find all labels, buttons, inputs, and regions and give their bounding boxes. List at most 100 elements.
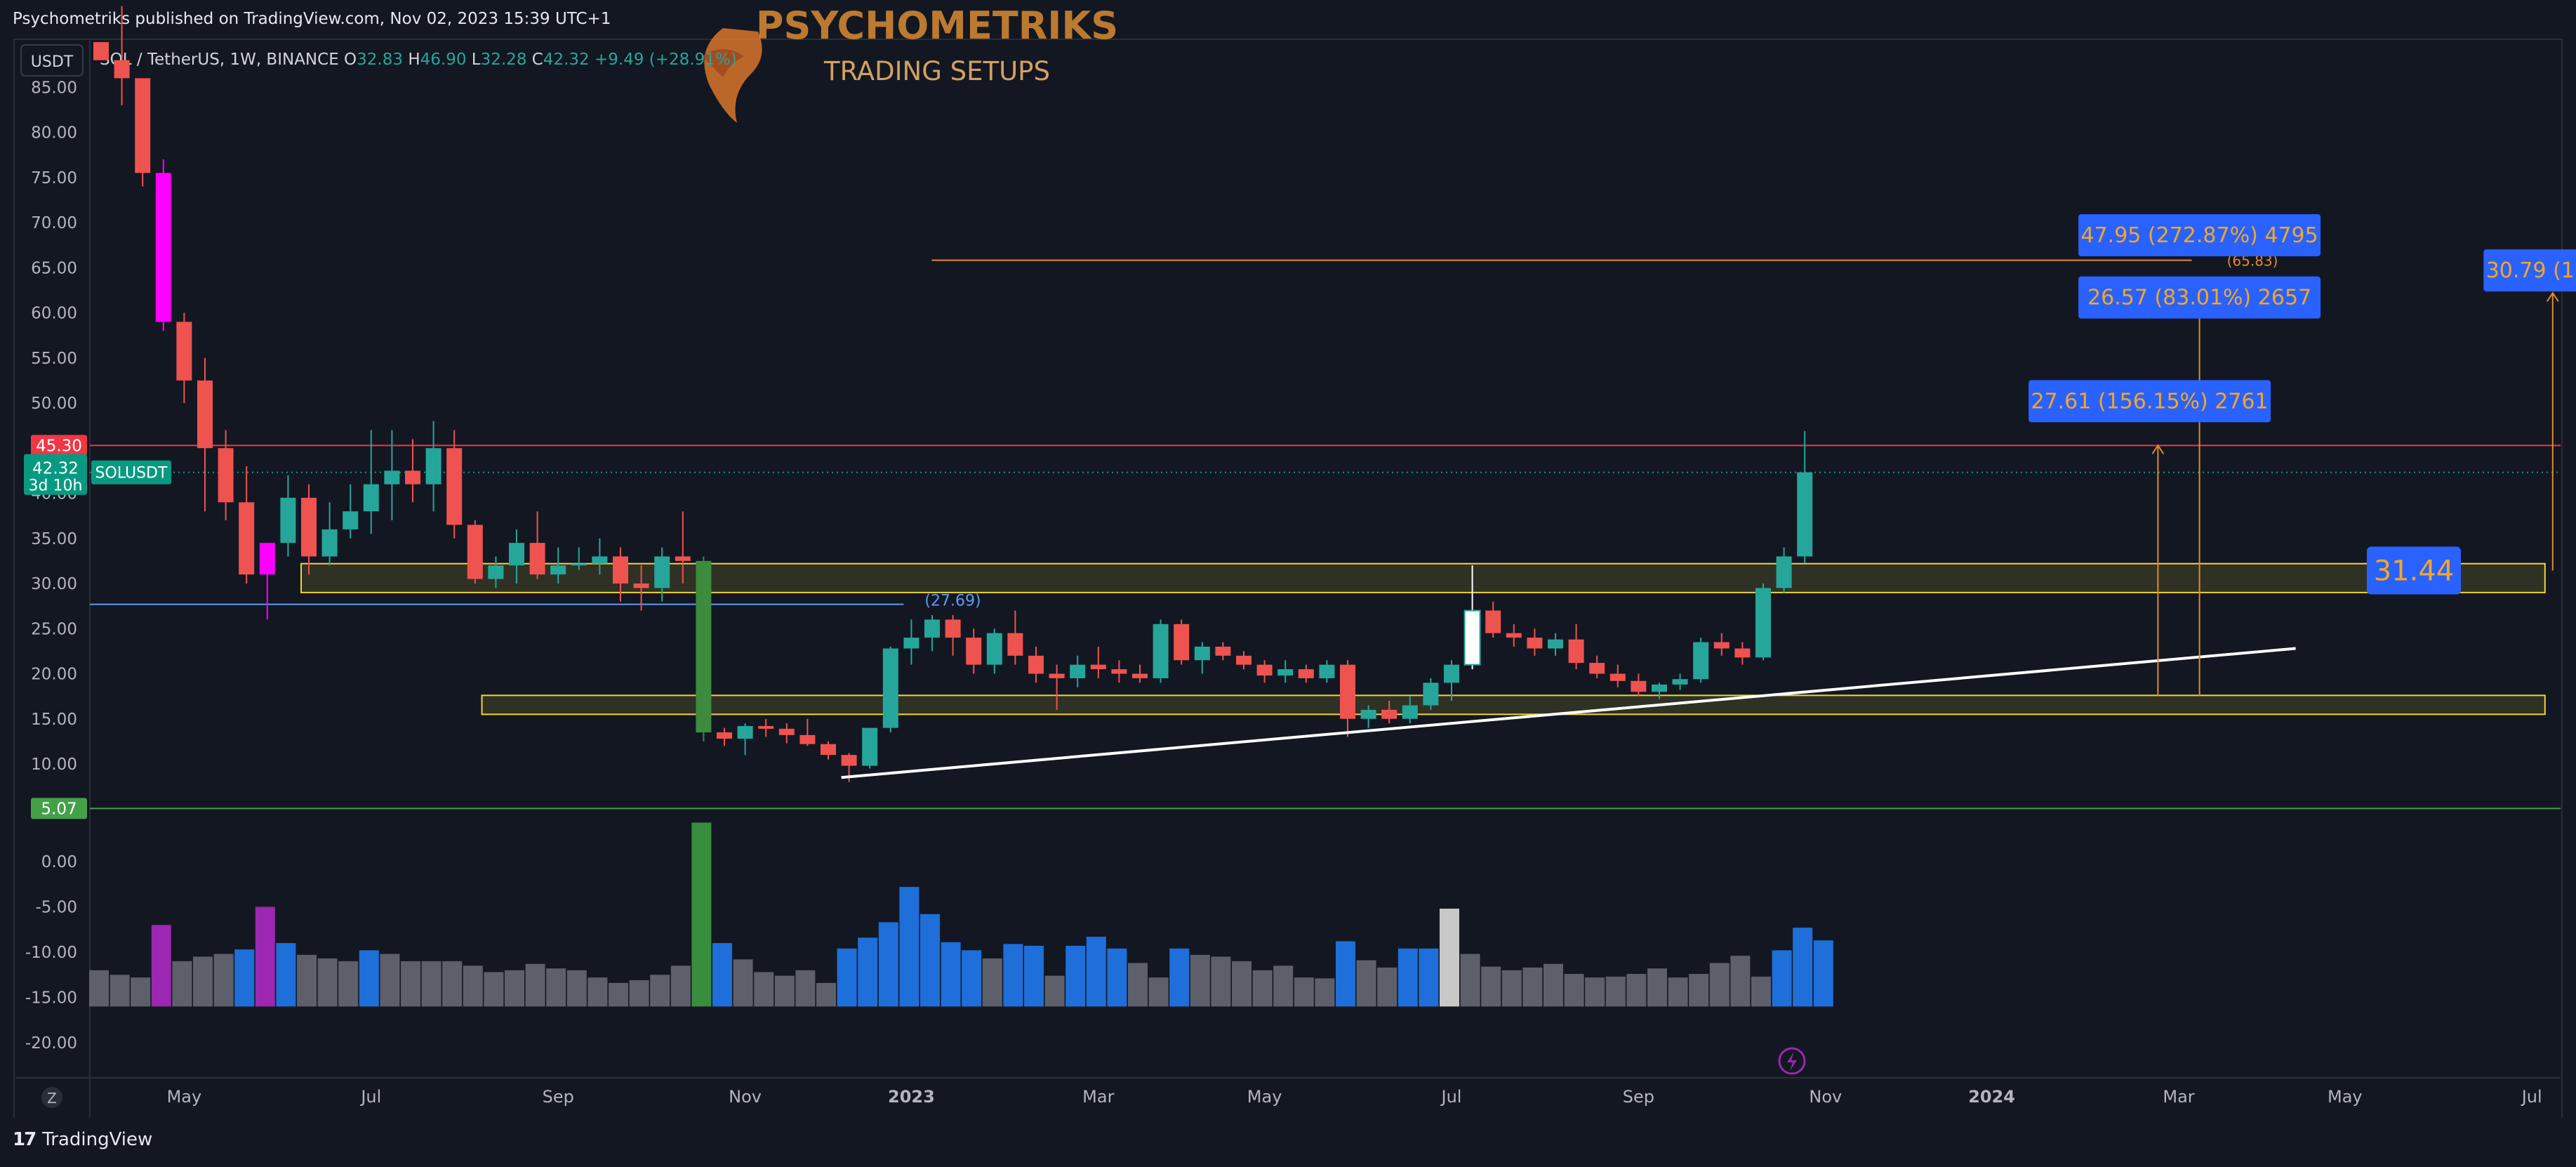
legend-token: +9.49 (+28.91%) <box>590 51 737 69</box>
candle-body <box>1236 655 1252 665</box>
candle-body <box>1734 648 1751 658</box>
volume-bar <box>234 949 255 1007</box>
candle-body <box>1548 639 1563 649</box>
volume-bar <box>712 943 732 1007</box>
legend-token: SOL / TetherUS, 1W, BINANCE <box>100 51 344 69</box>
candle-body <box>280 497 296 543</box>
candle-body <box>696 560 712 733</box>
candle-body <box>903 638 919 649</box>
volume-bar <box>1668 977 1688 1007</box>
volume-bar <box>774 975 795 1007</box>
candle-body <box>1755 588 1771 658</box>
candle-body <box>363 484 379 512</box>
price-tick-label: 25.00 <box>31 620 77 638</box>
tradingview-logo-text: TradingView <box>42 1129 153 1150</box>
measurement-box-bg <box>2029 380 2271 423</box>
candle-body <box>1693 642 1709 680</box>
candle-body <box>924 619 940 638</box>
lightning-icon[interactable] <box>1778 1047 1806 1075</box>
volume-bar <box>1481 966 1501 1007</box>
candle-body <box>93 42 109 60</box>
candle-body <box>654 556 670 588</box>
volume-bar <box>816 982 836 1007</box>
volume-bar <box>1585 977 1605 1007</box>
volume-bar <box>962 950 982 1007</box>
candle-body <box>1776 556 1792 588</box>
candles <box>93 6 1813 782</box>
time-tick-label: Jul <box>2521 1087 2542 1107</box>
volume-bar <box>525 963 545 1007</box>
candle-body <box>1049 673 1065 678</box>
candle-body <box>758 726 774 729</box>
volume-bar <box>1793 928 1813 1007</box>
candle-body <box>862 727 878 766</box>
target-arrowhead <box>2546 291 2559 302</box>
indicator-tick-label: -20.00 <box>25 1034 77 1053</box>
blue-level-label: (27.69) <box>924 593 981 610</box>
symbol-tag-bg <box>91 460 171 484</box>
volume-bar <box>421 961 441 1007</box>
candle-body <box>1485 610 1501 633</box>
candle-body <box>114 60 130 79</box>
volume-bar <box>1024 945 1044 1007</box>
volume-bar <box>172 961 192 1007</box>
bar-countdown: 3d 10h <box>29 477 83 495</box>
price-tick-label: 30.00 <box>31 575 77 593</box>
volume-bar <box>213 954 234 1007</box>
candle-body <box>425 448 441 484</box>
volume-bar <box>442 961 463 1007</box>
candle-body <box>1070 664 1086 678</box>
volume-bar <box>401 961 420 1007</box>
price-tick-label: 15.00 <box>31 711 77 729</box>
time-tick-label: May <box>2328 1087 2363 1107</box>
candle-body <box>737 726 753 739</box>
legend-line: SOL / TetherUS, 1W, BINANCE O32.83 H46.9… <box>100 51 737 69</box>
lightning-icon-circle <box>1778 1047 1806 1075</box>
legend-token: 32.83 <box>357 51 403 69</box>
tradingview-logo[interactable]: 17 TradingView <box>13 1129 152 1150</box>
currency-button[interactable]: USDT <box>20 44 84 77</box>
volume-bar <box>1356 960 1376 1007</box>
candle-body <box>197 380 213 449</box>
volume-bar <box>317 958 338 1007</box>
measurement-box-bg <box>2483 249 2576 292</box>
volume-bar <box>1211 956 1231 1007</box>
auto-scale-button[interactable]: Z <box>41 1087 62 1108</box>
volume-bar <box>982 958 1002 1007</box>
time-tick-label: Sep <box>543 1087 574 1107</box>
time-tick-label: Sep <box>1623 1087 1654 1107</box>
candle-body <box>592 556 608 564</box>
measurement-box: 26.57 (83.01%) 2657 <box>2078 276 2321 319</box>
volume-bar <box>1252 970 1273 1007</box>
time-tick-label: Nov <box>1809 1087 1842 1107</box>
legend-token: O <box>344 51 357 69</box>
candle-body <box>155 173 171 322</box>
support-badge: 5.07 <box>31 798 87 819</box>
currency-button-label: USDT <box>31 53 74 71</box>
volume-histogram <box>89 822 1833 1007</box>
volume-bar <box>795 970 816 1007</box>
trendline <box>841 647 2296 779</box>
candle-body <box>218 448 234 503</box>
legend-token: 32.28 <box>481 51 527 69</box>
candle-body <box>405 470 420 484</box>
resistance-badge: 45.30 <box>31 435 87 456</box>
legend-token: 46.90 <box>420 51 467 69</box>
volume-bar <box>1730 956 1751 1007</box>
volume-bar <box>1751 976 1771 1007</box>
candle-body <box>1153 624 1169 678</box>
dragon-wing-icon <box>702 49 744 77</box>
candle-body <box>343 511 359 529</box>
candle-body <box>675 556 691 561</box>
footer-bar <box>0 1118 2576 1167</box>
time-tick-label: Jul <box>359 1087 381 1107</box>
volume-bar <box>1148 977 1169 1007</box>
auto-scale-label: Z <box>47 1090 57 1107</box>
volume-bar <box>1294 977 1314 1007</box>
candle-body <box>1028 655 1044 674</box>
indicator-tick-label: -10.00 <box>25 944 77 962</box>
volume-bar <box>1273 965 1294 1007</box>
candle-body <box>1527 638 1543 649</box>
zone-price-tag: 31.44 <box>2367 546 2461 595</box>
